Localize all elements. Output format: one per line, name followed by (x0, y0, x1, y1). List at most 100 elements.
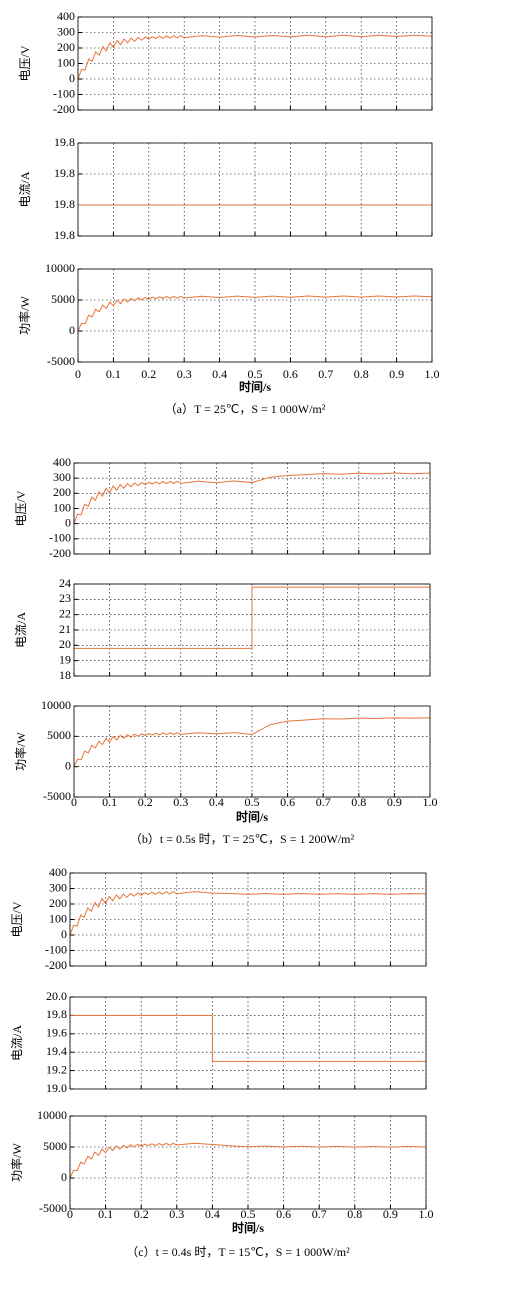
y-axis-label: 电压/V (14, 490, 28, 526)
y-axis-label: 功率/W (9, 1143, 24, 1182)
y-tick-label: 19.8 (54, 166, 75, 180)
y-tick-label: 19.4 (46, 1044, 67, 1058)
y-tick-label: 200 (57, 40, 75, 54)
y-tick-label: 10000 (37, 1108, 67, 1122)
y-tick-label: 0 (69, 323, 75, 337)
y-tick-label: 5000 (47, 728, 71, 742)
data-line (77, 34, 433, 80)
x-axis-label: 时间/s (236, 809, 268, 824)
y-tick-label: 19.8 (54, 135, 75, 149)
y-axis-label: 电压/V (18, 45, 32, 81)
plot-frame (73, 462, 431, 555)
y-tick-label: -100 (45, 942, 67, 956)
plot-frame (77, 268, 433, 363)
y-tick-label: 23 (59, 591, 71, 605)
x-tick-label: 0.4 (205, 1207, 220, 1221)
y-axis-label: 电流/A (10, 1025, 24, 1061)
y-tick-label: 300 (57, 24, 75, 38)
x-tick-label: 0.1 (98, 1207, 113, 1221)
y-tick-label: -5000 (43, 789, 71, 803)
x-tick-label: 0.6 (276, 1207, 291, 1221)
y-axis-label: 电压/V (10, 901, 24, 937)
x-tick-label: 0.9 (383, 1207, 398, 1221)
y-tick-label: 24 (59, 576, 71, 590)
y-tick-label: 200 (53, 485, 71, 499)
x-axis-label: 时间/s (232, 1220, 264, 1235)
data-line (70, 1014, 426, 1062)
y-tick-label: 0 (61, 1170, 67, 1184)
y-tick-label: 0 (65, 515, 71, 529)
x-tick-label: 0 (67, 1207, 73, 1221)
y-tick-label: 300 (53, 470, 71, 484)
data-line (74, 586, 430, 649)
plot-frame (73, 705, 431, 798)
x-tick-label: 0.4 (209, 795, 224, 809)
y-tick-label: 18 (59, 668, 71, 682)
x-tick-label: 0.7 (318, 367, 333, 381)
y-tick-label: 0 (61, 927, 67, 941)
x-tick-label: 0.7 (316, 795, 331, 809)
y-tick-label: 5000 (51, 292, 75, 306)
y-tick-label: 300 (49, 880, 67, 894)
x-tick-label: 0.5 (248, 367, 263, 381)
x-tick-label: 0.8 (347, 1207, 362, 1221)
y-tick-label: 20 (59, 637, 71, 651)
y-tick-label: 400 (49, 865, 67, 879)
plot-frame (77, 16, 433, 111)
y-tick-label: -100 (49, 531, 71, 545)
y-tick-label: -5000 (47, 354, 75, 368)
x-tick-label: 1.0 (419, 1207, 434, 1221)
y-axis-label: 功率/W (13, 732, 28, 771)
y-tick-label: 19.6 (46, 1026, 67, 1040)
x-tick-label: 0.4 (212, 367, 227, 381)
y-tick-label: -5000 (39, 1201, 67, 1215)
plot-frame (69, 872, 427, 967)
y-tick-label: 10000 (45, 261, 75, 275)
x-tick-label: 0.8 (351, 795, 366, 809)
data-line (73, 717, 431, 767)
y-tick-label: 0 (65, 758, 71, 772)
data-line (77, 295, 433, 332)
y-tick-label: 19.0 (46, 1081, 67, 1095)
y-tick-label: 100 (49, 911, 67, 925)
plot-frame (73, 583, 431, 677)
x-tick-label: 0.3 (177, 367, 192, 381)
x-tick-label: 0.2 (134, 1207, 149, 1221)
y-tick-label: 19.2 (46, 1062, 67, 1076)
caption: （b）t = 0.5s 时，T = 25℃，S = 1 200W/m² (130, 832, 355, 846)
y-axis-label: 电流/A (14, 612, 28, 648)
y-axis-label: 功率/W (17, 296, 32, 335)
plot-frame (77, 142, 433, 237)
x-tick-label: 0.1 (102, 795, 117, 809)
data-line (73, 472, 431, 524)
x-tick-label: 1.0 (423, 795, 438, 809)
x-tick-label: 0.1 (106, 367, 121, 381)
x-tick-label: 0.7 (312, 1207, 327, 1221)
plot-frame (69, 996, 427, 1090)
y-tick-label: 5000 (43, 1139, 67, 1153)
x-tick-label: 1.0 (425, 367, 440, 381)
data-line (69, 1142, 427, 1179)
x-tick-label: 0.8 (354, 367, 369, 381)
x-tick-label: 0 (75, 367, 81, 381)
y-tick-label: 22 (59, 606, 71, 620)
y-tick-label: 0 (69, 71, 75, 85)
x-tick-label: 0.2 (138, 795, 153, 809)
x-tick-label: 0.9 (389, 367, 404, 381)
caption: （a）T = 25℃，S = 1 000W/m² (165, 402, 326, 416)
y-tick-label: 19.8 (54, 228, 75, 242)
y-tick-label: 100 (57, 55, 75, 69)
y-tick-label: 21 (59, 622, 71, 636)
x-tick-label: 0.9 (387, 795, 402, 809)
y-tick-label: 20.0 (46, 989, 67, 1003)
y-tick-label: 19.8 (54, 197, 75, 211)
data-line (69, 891, 427, 936)
y-tick-label: 19 (59, 652, 71, 666)
y-tick-label: -200 (49, 546, 71, 560)
x-axis-label: 时间/s (239, 379, 271, 394)
x-tick-label: 0.6 (280, 795, 295, 809)
caption: （c）t = 0.4s 时，T = 15℃，S = 1 000W/m² (126, 1245, 350, 1259)
x-tick-label: 0 (71, 795, 77, 809)
y-tick-label: 19.8 (46, 1007, 67, 1021)
